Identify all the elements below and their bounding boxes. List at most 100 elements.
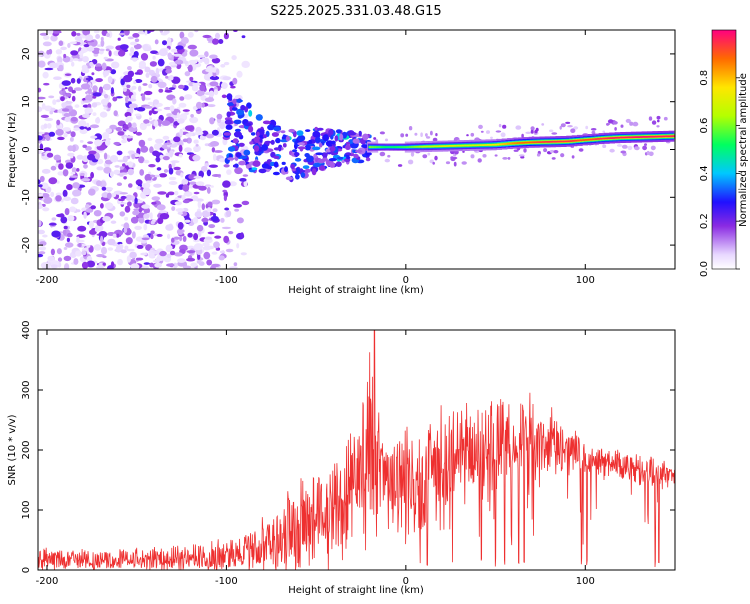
spectrogram-cell (167, 191, 175, 196)
spectrogram-ridge-cell (383, 146, 387, 148)
spectrogram-cell (111, 61, 120, 69)
spectrogram-cell (445, 161, 451, 165)
spectrogram-cell (138, 208, 143, 213)
spectrogram-cell (42, 207, 50, 212)
spectrogram-cell (182, 138, 189, 143)
spectrogram-cell (83, 164, 88, 169)
spectrogram-cell (202, 242, 210, 247)
spectrogram-ridge-cell (459, 144, 462, 147)
spectrogram-cell (222, 189, 227, 193)
spectrogram-cell (80, 178, 91, 182)
spectrogram-cell (50, 107, 56, 112)
spectrogram-cell (92, 92, 102, 97)
spectrogram-cell (157, 58, 165, 67)
spectrogram-cell (178, 84, 185, 89)
spectrogram-cell (656, 125, 660, 128)
spectrogram-cell (103, 56, 109, 60)
spectrogram-cell (651, 120, 657, 125)
colorbar-tick-label: 0.8 (699, 70, 710, 86)
spectrogram-cell (240, 104, 246, 111)
spectrogram-cell (112, 96, 118, 102)
spectrogram-cell (204, 51, 209, 58)
spectrogram-cell (194, 131, 204, 136)
spectrogram-cell (66, 237, 70, 243)
spectrogram-cell (171, 237, 175, 243)
spectrogram-ridge-cell (436, 145, 440, 148)
spectrogram-cell (69, 175, 78, 178)
spectrogram-cell (632, 121, 639, 127)
spectrogram-cell (127, 36, 134, 40)
spectrogram-cell (153, 119, 159, 128)
spectrogram-ridge-cell (602, 137, 605, 140)
spectrogram-ridge-cell (368, 146, 372, 148)
spectrogram-cell (486, 130, 490, 134)
spectrogram-cell (84, 107, 93, 114)
spectrogram-cell (208, 224, 216, 229)
spectrogram-y-tick-label: 0 (21, 146, 32, 152)
spectrogram-cell (177, 222, 184, 230)
spectrogram-cell (94, 66, 103, 72)
spectrogram-cell (42, 41, 52, 47)
spectrogram-cell (52, 30, 61, 34)
spectrogram-cell (139, 123, 147, 131)
spectrogram-ridge-cell (584, 139, 588, 141)
spectrogram-cell (134, 72, 140, 75)
spectrogram-cell (315, 152, 324, 156)
spectrogram-cell (192, 154, 201, 162)
spectrogram-cell (144, 90, 153, 96)
spectrogram-cell (163, 30, 170, 34)
spectrogram-cell (39, 143, 44, 150)
spectrogram-cell (334, 135, 339, 142)
spectrogram-ridge-cell (531, 141, 535, 144)
spectrogram-cell (335, 161, 342, 168)
spectrogram-cell (177, 211, 183, 215)
spectrogram-cell (507, 157, 511, 160)
spectrogram-cell (513, 149, 519, 152)
spectrogram-cell (165, 224, 174, 231)
spectrogram-cell (161, 120, 171, 126)
spectrogram-cell (157, 217, 164, 225)
spectrogram-cell (149, 212, 153, 220)
spectrogram-cell (135, 131, 142, 136)
spectrogram-cell (92, 95, 97, 99)
spectrogram-cell (86, 122, 90, 128)
spectrogram-cell (559, 125, 562, 130)
spectrogram-cell (69, 137, 74, 142)
spectrogram-cell (140, 240, 147, 244)
spectrogram-cell (663, 116, 668, 121)
spectrogram-cell (365, 152, 372, 156)
snr-series-line (38, 330, 675, 570)
spectrogram-cell (125, 96, 129, 103)
spectrogram-cell (119, 192, 128, 195)
spectrogram-cell (602, 130, 605, 134)
spectrogram-cell (267, 124, 275, 131)
spectrogram-cell (208, 90, 215, 98)
spectrogram-cell (502, 157, 508, 160)
spectrogram-ridge-cell (433, 145, 437, 148)
spectrogram-cell (61, 108, 70, 112)
spectrogram-cell (317, 127, 324, 131)
spectrogram-cell (264, 140, 272, 144)
spectrogram-cell (38, 179, 41, 185)
spectrogram-cell (57, 257, 63, 262)
spectrogram-cell (477, 158, 482, 163)
spectrogram-cell (223, 32, 229, 40)
spectrogram-cell (196, 260, 202, 264)
spectrogram-cell (82, 104, 89, 108)
spectrogram-cell (46, 186, 52, 193)
spectrogram-cell (133, 43, 142, 50)
snr-y-tick-label: 400 (21, 320, 32, 339)
spectrogram-cell (51, 217, 57, 221)
spectrogram-cell (204, 97, 215, 102)
spectrogram-cell (38, 204, 44, 210)
spectrogram-ridge-cell (617, 136, 620, 139)
spectrogram-ridge-cell (567, 140, 570, 143)
spectrogram-cell (155, 157, 161, 163)
spectrogram-cell (225, 124, 233, 130)
spectrogram-cell (76, 168, 80, 172)
spectrogram-ridge-cell (501, 143, 505, 145)
spectrogram-cell (46, 123, 52, 129)
spectrogram-ridge-cell (624, 136, 628, 139)
spectrogram-cell (181, 36, 189, 45)
spectrogram-cell (297, 146, 307, 150)
